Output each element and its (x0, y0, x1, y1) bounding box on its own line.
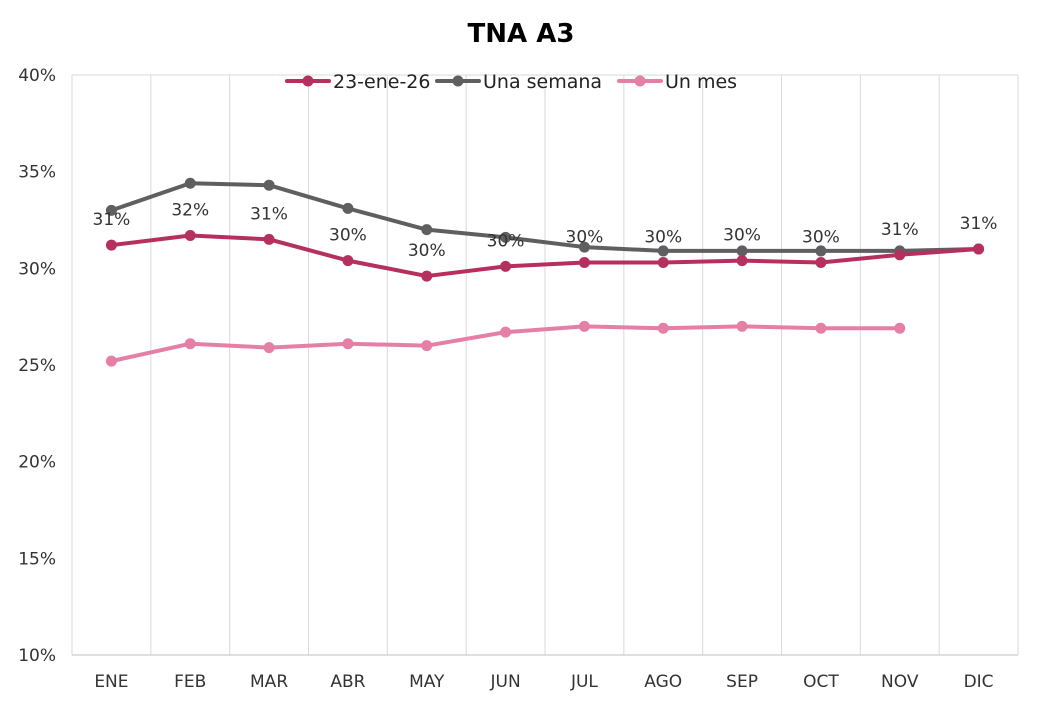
legend-swatch-marker (302, 75, 314, 87)
data-point (421, 224, 433, 236)
legend-swatch-marker (452, 75, 464, 87)
data-point (105, 239, 117, 251)
x-tick-label: DIC (964, 672, 994, 692)
data-point (578, 257, 590, 269)
data-point (657, 257, 669, 269)
data-point (500, 231, 512, 243)
data-label: 31% (960, 214, 998, 234)
x-tick-label: JUN (489, 672, 520, 692)
data-point (184, 338, 196, 350)
data-point (736, 245, 748, 257)
y-tick-label: 40% (18, 66, 56, 86)
x-tick-label: AGO (644, 672, 682, 692)
data-point (815, 245, 827, 257)
x-tick-label: ENE (94, 672, 128, 692)
x-tick-label: NOV (881, 672, 919, 692)
data-point (421, 340, 433, 352)
data-point (657, 245, 669, 257)
data-point (815, 257, 827, 269)
data-point (736, 255, 748, 267)
series-layer (105, 177, 985, 367)
y-tick-label: 30% (18, 259, 56, 279)
legend-label: Un mes (665, 71, 737, 93)
y-tick-label: 15% (18, 549, 56, 569)
data-label: 30% (329, 226, 367, 246)
series-una-semana (105, 177, 985, 257)
x-tick-label: JUL (570, 672, 598, 692)
data-point (578, 241, 590, 253)
legend-item: Un mes (617, 71, 737, 93)
data-point (815, 322, 827, 334)
legend-swatch-marker (634, 75, 646, 87)
series-line (109, 233, 981, 279)
y-tick-label: 20% (18, 453, 56, 473)
data-point (184, 177, 196, 189)
data-point (500, 326, 512, 338)
data-label: 31% (93, 210, 131, 230)
x-tick-label: OCT (803, 672, 839, 692)
grid-layer (71, 74, 1019, 655)
legend-item: 23-ene-26 (285, 71, 431, 93)
data-label: 30% (802, 228, 840, 248)
data-point (973, 243, 985, 255)
x-tick-label: ABR (330, 672, 365, 692)
x-tick-label: SEP (726, 672, 758, 692)
data-point (263, 233, 275, 245)
y-tick-label: 35% (18, 163, 56, 183)
data-point (342, 202, 354, 214)
chart-title: TNA A3 (468, 19, 575, 49)
data-label: 30% (487, 231, 525, 251)
legend-label: 23-ene-26 (333, 71, 431, 93)
data-point (342, 255, 354, 267)
x-tick-label: MAY (409, 672, 445, 692)
legend-item: Una semana (435, 71, 602, 93)
data-label: 30% (644, 228, 682, 248)
data-label: 31% (881, 220, 919, 240)
data-point (500, 260, 512, 272)
data-point (894, 249, 906, 261)
data-point (105, 204, 117, 216)
y-tick-label: 10% (18, 646, 56, 666)
data-label: 32% (171, 200, 209, 220)
data-point (184, 229, 196, 241)
data-point (263, 342, 275, 354)
data-label-layer: 31% 32% 31% 30% 30% 30% 30% 30% 30% 30% 31% 31% (93, 200, 998, 261)
data-label: 30% (723, 226, 761, 246)
series-23-ene-26 (105, 229, 985, 282)
data-point (421, 270, 433, 282)
data-label: 30% (408, 241, 446, 261)
legend-label: Una semana (483, 71, 602, 93)
data-point (342, 338, 354, 350)
x-tick-label: MAR (250, 672, 288, 692)
x-tick-label: FEB (174, 672, 206, 692)
data-point (657, 322, 669, 334)
data-label: 30% (566, 228, 604, 248)
y-tick-label: 25% (18, 356, 56, 376)
data-point (263, 179, 275, 191)
data-point (105, 355, 117, 367)
series-line (109, 181, 981, 253)
axis-layer: 10% 15% 20% 25% 30% 35% 40% ENE FEB MAR ABR MAY JUN J… (18, 66, 1018, 692)
data-point (736, 320, 748, 332)
data-point (578, 320, 590, 332)
series-un-mes (105, 320, 906, 367)
data-point (894, 322, 906, 334)
data-label: 31% (250, 204, 288, 224)
legend: 23-ene-26 Una semana Un mes (285, 71, 737, 93)
